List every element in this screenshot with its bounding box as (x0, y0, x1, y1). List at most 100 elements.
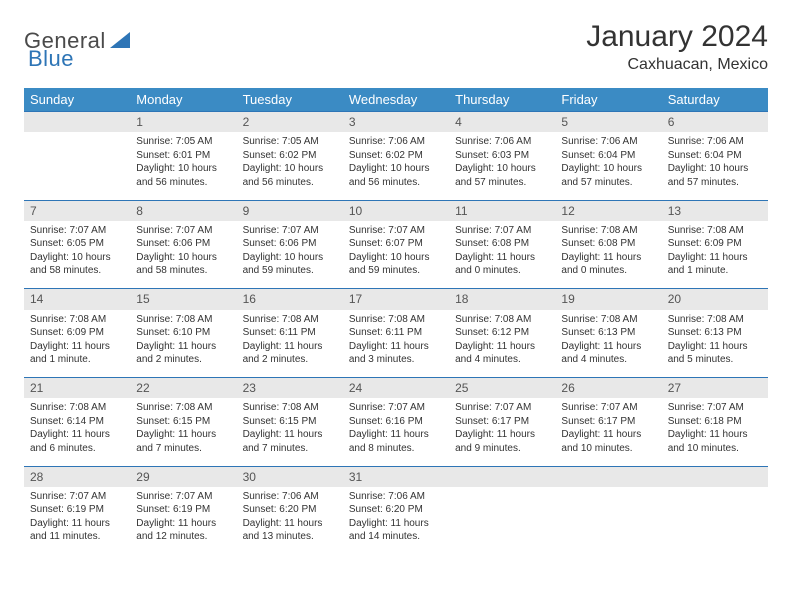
day-detail-cell (555, 487, 661, 555)
day-number-cell: 13 (662, 200, 768, 221)
day-detail-cell: Sunrise: 7:06 AMSunset: 6:04 PMDaylight:… (555, 132, 661, 200)
day-detail-cell: Sunrise: 7:08 AMSunset: 6:09 PMDaylight:… (24, 310, 130, 378)
sunrise-text: Sunrise: 7:08 AM (668, 224, 762, 238)
weekday-row: SundayMondayTuesdayWednesdayThursdayFrid… (24, 88, 768, 112)
sunrise-text: Sunrise: 7:07 AM (349, 224, 443, 238)
daylight-text: Daylight: 11 hours and 4 minutes. (455, 340, 549, 367)
sunset-text: Sunset: 6:06 PM (243, 237, 337, 251)
day-number-cell: 7 (24, 200, 130, 221)
day-detail-cell: Sunrise: 7:08 AMSunset: 6:11 PMDaylight:… (237, 310, 343, 378)
sunrise-text: Sunrise: 7:07 AM (30, 490, 124, 504)
sunset-text: Sunset: 6:08 PM (561, 237, 655, 251)
sunset-text: Sunset: 6:14 PM (30, 415, 124, 429)
day-detail-cell: Sunrise: 7:08 AMSunset: 6:15 PMDaylight:… (237, 398, 343, 466)
day-number-cell: 18 (449, 289, 555, 310)
day-number-cell: 15 (130, 289, 236, 310)
day-detail-cell: Sunrise: 7:07 AMSunset: 6:05 PMDaylight:… (24, 221, 130, 289)
day-detail-cell (24, 132, 130, 200)
day-number-cell: 23 (237, 378, 343, 399)
daylight-text: Daylight: 11 hours and 2 minutes. (243, 340, 337, 367)
sunrise-text: Sunrise: 7:06 AM (349, 490, 443, 504)
day-number-row: 28293031 (24, 466, 768, 487)
day-number-cell: 6 (662, 112, 768, 133)
sunrise-text: Sunrise: 7:08 AM (349, 313, 443, 327)
weekday-header: Friday (555, 88, 661, 112)
sunset-text: Sunset: 6:11 PM (349, 326, 443, 340)
sunset-text: Sunset: 6:11 PM (243, 326, 337, 340)
sunrise-text: Sunrise: 7:08 AM (30, 401, 124, 415)
sunset-text: Sunset: 6:04 PM (561, 149, 655, 163)
sunrise-text: Sunrise: 7:08 AM (243, 401, 337, 415)
daylight-text: Daylight: 11 hours and 3 minutes. (349, 340, 443, 367)
sunset-text: Sunset: 6:08 PM (455, 237, 549, 251)
sunset-text: Sunset: 6:12 PM (455, 326, 549, 340)
sunrise-text: Sunrise: 7:07 AM (30, 224, 124, 238)
location: Caxhuacan, Mexico (586, 56, 768, 74)
daylight-text: Daylight: 11 hours and 14 minutes. (349, 517, 443, 544)
daylight-text: Daylight: 11 hours and 0 minutes. (561, 251, 655, 278)
sunset-text: Sunset: 6:17 PM (561, 415, 655, 429)
day-detail-cell: Sunrise: 7:08 AMSunset: 6:13 PMDaylight:… (555, 310, 661, 378)
calendar-body: 123456Sunrise: 7:05 AMSunset: 6:01 PMDay… (24, 112, 768, 555)
day-number-cell: 21 (24, 378, 130, 399)
day-detail-cell: Sunrise: 7:07 AMSunset: 6:17 PMDaylight:… (449, 398, 555, 466)
day-number-cell (555, 466, 661, 487)
day-detail-cell (449, 487, 555, 555)
day-detail-cell: Sunrise: 7:08 AMSunset: 6:15 PMDaylight:… (130, 398, 236, 466)
sunset-text: Sunset: 6:15 PM (136, 415, 230, 429)
sunset-text: Sunset: 6:20 PM (243, 503, 337, 517)
day-number-row: 14151617181920 (24, 289, 768, 310)
day-number-row: 123456 (24, 112, 768, 133)
day-detail-row: Sunrise: 7:07 AMSunset: 6:05 PMDaylight:… (24, 221, 768, 289)
weekday-header: Saturday (662, 88, 768, 112)
day-number-cell: 28 (24, 466, 130, 487)
daylight-text: Daylight: 10 hours and 59 minutes. (243, 251, 337, 278)
daylight-text: Daylight: 11 hours and 7 minutes. (136, 428, 230, 455)
daylight-text: Daylight: 11 hours and 7 minutes. (243, 428, 337, 455)
daylight-text: Daylight: 10 hours and 57 minutes. (668, 162, 762, 189)
sunrise-text: Sunrise: 7:07 AM (243, 224, 337, 238)
day-detail-cell: Sunrise: 7:07 AMSunset: 6:07 PMDaylight:… (343, 221, 449, 289)
day-number-cell: 24 (343, 378, 449, 399)
day-detail-cell: Sunrise: 7:07 AMSunset: 6:19 PMDaylight:… (130, 487, 236, 555)
sunrise-text: Sunrise: 7:08 AM (668, 313, 762, 327)
calendar-page: General January 2024 Caxhuacan, Mexico B… (0, 0, 792, 555)
day-number-cell: 17 (343, 289, 449, 310)
day-number-row: 21222324252627 (24, 378, 768, 399)
sunset-text: Sunset: 6:20 PM (349, 503, 443, 517)
sunrise-text: Sunrise: 7:07 AM (136, 224, 230, 238)
day-detail-cell: Sunrise: 7:07 AMSunset: 6:16 PMDaylight:… (343, 398, 449, 466)
day-number-cell: 10 (343, 200, 449, 221)
sunset-text: Sunset: 6:04 PM (668, 149, 762, 163)
sunrise-text: Sunrise: 7:07 AM (349, 401, 443, 415)
logo-triangle-icon (110, 32, 130, 53)
daylight-text: Daylight: 11 hours and 12 minutes. (136, 517, 230, 544)
daylight-text: Daylight: 10 hours and 56 minutes. (136, 162, 230, 189)
sunset-text: Sunset: 6:09 PM (668, 237, 762, 251)
sunrise-text: Sunrise: 7:08 AM (561, 224, 655, 238)
day-detail-cell: Sunrise: 7:06 AMSunset: 6:03 PMDaylight:… (449, 132, 555, 200)
sunset-text: Sunset: 6:19 PM (136, 503, 230, 517)
day-detail-row: Sunrise: 7:08 AMSunset: 6:09 PMDaylight:… (24, 310, 768, 378)
weekday-header: Monday (130, 88, 236, 112)
daylight-text: Daylight: 11 hours and 10 minutes. (668, 428, 762, 455)
day-detail-cell: Sunrise: 7:07 AMSunset: 6:17 PMDaylight:… (555, 398, 661, 466)
calendar-table: SundayMondayTuesdayWednesdayThursdayFrid… (24, 88, 768, 555)
day-detail-cell: Sunrise: 7:08 AMSunset: 6:09 PMDaylight:… (662, 221, 768, 289)
day-number-cell: 2 (237, 112, 343, 133)
daylight-text: Daylight: 11 hours and 5 minutes. (668, 340, 762, 367)
day-number-cell: 25 (449, 378, 555, 399)
weekday-header: Thursday (449, 88, 555, 112)
day-number-row: 78910111213 (24, 200, 768, 221)
sunset-text: Sunset: 6:10 PM (136, 326, 230, 340)
daylight-text: Daylight: 11 hours and 1 minute. (30, 340, 124, 367)
sunset-text: Sunset: 6:18 PM (668, 415, 762, 429)
day-detail-cell: Sunrise: 7:08 AMSunset: 6:11 PMDaylight:… (343, 310, 449, 378)
sunrise-text: Sunrise: 7:07 AM (136, 490, 230, 504)
day-detail-cell: Sunrise: 7:07 AMSunset: 6:18 PMDaylight:… (662, 398, 768, 466)
day-detail-cell: Sunrise: 7:06 AMSunset: 6:20 PMDaylight:… (343, 487, 449, 555)
day-number-cell: 27 (662, 378, 768, 399)
day-detail-cell: Sunrise: 7:08 AMSunset: 6:14 PMDaylight:… (24, 398, 130, 466)
sunrise-text: Sunrise: 7:06 AM (561, 135, 655, 149)
day-detail-cell: Sunrise: 7:06 AMSunset: 6:02 PMDaylight:… (343, 132, 449, 200)
